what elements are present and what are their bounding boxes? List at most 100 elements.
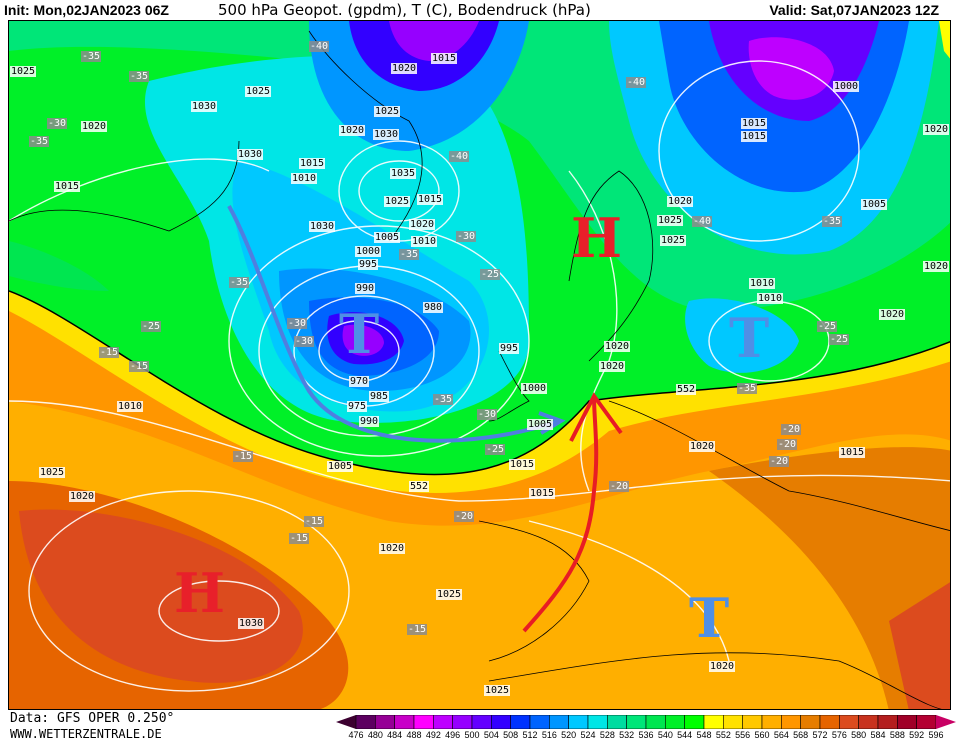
temperature-label: -35 xyxy=(229,277,250,288)
isobar-label: 1015 xyxy=(529,488,556,499)
colorbar-box xyxy=(858,715,879,729)
isobar-label: 1020 xyxy=(879,309,906,320)
colorbar xyxy=(336,715,956,729)
isobar-label: 1020 xyxy=(379,543,406,554)
init-time: Init: Mon,02JAN2023 06Z xyxy=(4,2,169,18)
colorbar-tick-label: 592 xyxy=(909,730,925,740)
isobar-label: 995 xyxy=(499,343,520,354)
isobar-label: 1010 xyxy=(749,278,776,289)
colorbar-box xyxy=(587,715,608,729)
data-source: Data: GFS OPER 0.250° xyxy=(10,711,175,726)
map-title: 500 hPa Geopot. (gpdm), T (C), Bodendruc… xyxy=(218,1,591,19)
geopotential-field xyxy=(9,21,950,709)
isobar-label: 1025 xyxy=(660,235,687,246)
colorbar-box xyxy=(510,715,531,729)
blue-flow-arrow xyxy=(227,205,560,443)
colorbar-box xyxy=(916,715,937,729)
isobar-label: 1000 xyxy=(355,246,382,257)
temperature-label: -15 xyxy=(99,347,120,358)
temperature-label: -35 xyxy=(29,136,50,147)
colorbar-tick-label: 540 xyxy=(657,730,673,740)
colorbar-tick-label: 528 xyxy=(599,730,615,740)
colorbar-box xyxy=(723,715,743,729)
colorbar-tick-label: 508 xyxy=(503,730,519,740)
isobar-label: 1005 xyxy=(527,419,554,430)
temperature-label: -30 xyxy=(294,336,315,347)
temperature-label: -25 xyxy=(817,321,838,332)
isobar-label: 990 xyxy=(359,416,380,427)
colorbar-tick-label: 548 xyxy=(696,730,712,740)
isobar-label: 1020 xyxy=(599,361,626,372)
isobar-label: 1020 xyxy=(69,491,96,502)
website: WWW.WETTERZENTRALE.DE xyxy=(10,727,162,741)
isobar-label: 1015 xyxy=(417,194,444,205)
colorbar-tick-label: 532 xyxy=(619,730,635,740)
temperature-label: -15 xyxy=(304,516,325,527)
colorbar-box xyxy=(491,715,511,729)
colorbar-box xyxy=(819,715,840,729)
isobar-label: 1015 xyxy=(741,131,768,142)
colorbar-box xyxy=(568,715,589,729)
colorbar-tick-label: 476 xyxy=(348,730,364,740)
isobar-label: 1025 xyxy=(10,66,37,77)
colorbar-min-arrow xyxy=(336,715,356,729)
isobar-label: 1020 xyxy=(339,125,366,136)
isobar-label: 1005 xyxy=(861,199,888,210)
isobar-label: 1010 xyxy=(291,173,318,184)
colorbar-tick-label: 536 xyxy=(638,730,654,740)
colorbar-tick-label: 520 xyxy=(561,730,577,740)
temperature-label: -35 xyxy=(129,71,150,82)
colorbar-tick-label: 560 xyxy=(754,730,770,740)
colorbar-box xyxy=(877,715,898,729)
colorbar-box xyxy=(355,715,376,729)
temperature-label: -20 xyxy=(454,511,475,522)
temperature-label: -25 xyxy=(829,334,850,345)
isobar-label: 1030 xyxy=(238,618,265,629)
temperature-label: -40 xyxy=(449,151,470,162)
geopotential-contour-label: 552 xyxy=(676,384,697,395)
colorbar-box xyxy=(781,715,801,729)
temperature-label: -30 xyxy=(477,409,498,420)
isobar-label: 1035 xyxy=(390,168,417,179)
high-pressure-azores: H xyxy=(174,561,226,625)
isobar-label: 1020 xyxy=(81,121,108,132)
colorbar-box xyxy=(549,715,569,729)
isobar-label: 1020 xyxy=(709,661,736,672)
temperature-label: -35 xyxy=(433,394,454,405)
colorbar-tick-label: 516 xyxy=(541,730,557,740)
temperature-label: -20 xyxy=(777,439,798,450)
temperature-label: -20 xyxy=(609,481,630,492)
isobar-label: 1025 xyxy=(484,685,511,696)
isobar-label: 1025 xyxy=(384,196,411,207)
colorbar-tick-label: 572 xyxy=(812,730,828,740)
colorbar-tick-label: 568 xyxy=(793,730,809,740)
isobar-label: 1030 xyxy=(237,149,264,160)
low-pressure-mediterranean: T xyxy=(689,586,730,650)
coastlines xyxy=(9,30,950,709)
temperature-label: -25 xyxy=(485,444,506,455)
isobar-label: 1025 xyxy=(374,106,401,117)
colorbar-box xyxy=(394,715,415,729)
isobar-label: 1030 xyxy=(373,129,400,140)
colorbar-tick-label: 544 xyxy=(677,730,693,740)
colorbar-tick-label: 492 xyxy=(425,730,441,740)
temperature-label: -30 xyxy=(456,231,477,242)
isobar-label: 1005 xyxy=(374,232,401,243)
isobar-label: 1000 xyxy=(833,81,860,92)
colorbar-tick-label: 524 xyxy=(580,730,596,740)
valid-time: Valid: Sat,07JAN2023 12Z xyxy=(769,2,939,18)
colorbar-tick-label: 596 xyxy=(928,730,944,740)
isobar-label: 985 xyxy=(369,391,390,402)
geopotential-contour-label: 552 xyxy=(409,481,430,492)
colorbar-box xyxy=(433,715,453,729)
temperature-label: -25 xyxy=(480,269,501,280)
temperature-label: -15 xyxy=(407,624,428,635)
isobar-label: 1010 xyxy=(117,401,144,412)
colorbar-box xyxy=(626,715,647,729)
isobar-label: 1030 xyxy=(309,221,336,232)
colorbar-tick-label: 556 xyxy=(735,730,751,740)
colorbar-box xyxy=(471,715,492,729)
isobar-label: 980 xyxy=(423,302,444,313)
colorbar-box xyxy=(761,715,782,729)
isobar-label: 1025 xyxy=(657,215,684,226)
